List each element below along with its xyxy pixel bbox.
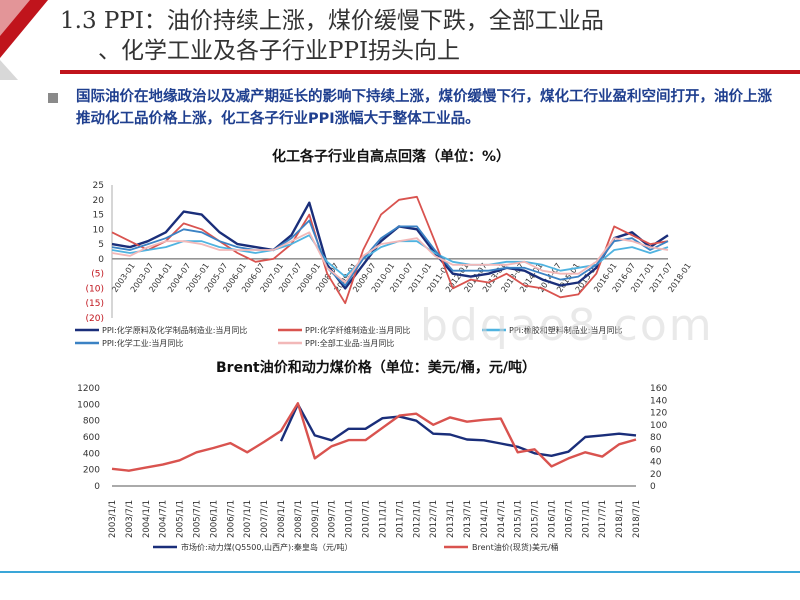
x-tick-label: 2018/1/1: [615, 500, 625, 538]
footer-line: [0, 571, 800, 573]
x-tick-label: 2012/1/1: [412, 500, 422, 538]
x-tick-label: 2014/1/1: [480, 500, 490, 538]
y-left-tick-label: 200: [83, 466, 100, 476]
x-tick-label: 2010/1/1: [345, 500, 355, 538]
x-tick-label: 2015/1/1: [514, 500, 524, 538]
x-tick-label: 2011/7/1: [395, 500, 405, 538]
y-right-tick-label: 40: [650, 458, 662, 468]
x-tick-label: 2006/7/1: [226, 500, 236, 538]
y-tick-label: (20): [86, 314, 104, 324]
legend-label: PPI:化学工业:当月同比: [102, 338, 183, 348]
watermark: bdqao8.com: [420, 300, 714, 351]
y-right-tick-label: 80: [650, 433, 662, 443]
series-line: [111, 219, 669, 287]
y-left-tick-label: 1200: [77, 384, 100, 394]
x-tick-label: 2018/7/1: [632, 500, 642, 538]
x-tick-label: 2013/1/1: [446, 500, 456, 538]
series-line: [111, 195, 669, 305]
x-tick-label: 2008/7/1: [294, 500, 304, 538]
y-tick-label: (10): [86, 284, 104, 294]
y-right-tick-label: 20: [650, 470, 662, 480]
legend-label: PPI:化学原料及化学制品制造业:当月同比: [102, 325, 247, 335]
x-tick-label: 2004/1/1: [142, 500, 152, 538]
x-tick-label: 2005/7/1: [193, 500, 203, 538]
slide-title-line2: 、化学工业及各子行业PPI拐头向上: [98, 38, 461, 64]
series-line: [111, 201, 669, 290]
y-tick-label: 5: [98, 240, 104, 250]
y-tick-label: 25: [93, 181, 104, 191]
y-left-tick-label: 600: [83, 433, 100, 443]
x-tick-label: 2005/1/1: [176, 500, 186, 538]
x-tick-label: 2003/7/1: [125, 500, 135, 538]
legend-label: PPI:化学纤维制造业:当月同比: [305, 325, 410, 335]
x-tick-label: 2003/1/1: [108, 500, 118, 538]
legend-label: Brent油价(现货)美元/桶: [472, 542, 559, 552]
series-line: [111, 402, 637, 472]
slide-description: 国际油价在地缘政治以及减产期延长的影响下持续上涨，煤价缓慢下行，煤化工行业盈利空…: [76, 89, 772, 127]
x-tick-label: 2015/7/1: [531, 500, 541, 538]
y-left-tick-label: 800: [83, 417, 100, 427]
y-right-tick-label: 60: [650, 445, 662, 455]
y-right-tick-label: 140: [650, 396, 667, 406]
chart1-title: 化工各子行业自高点回落（单位：%）: [272, 149, 511, 165]
x-tick-label: 2011/1/1: [378, 500, 388, 538]
series-line: [279, 403, 637, 457]
y-left-tick-label: 1000: [77, 400, 100, 410]
slide-title: 1.3 PPI：油价持续上涨，煤价缓慢下跌，全部工业品 、化学工业及各子行业PP…: [60, 6, 780, 66]
x-tick-label: 2009/1/1: [311, 500, 321, 538]
x-tick-label: 2004/7/1: [159, 500, 169, 538]
legend-label: PPI:橡胶和塑料制品业:当月同比: [509, 325, 622, 335]
x-tick-label: 2016/7/1: [564, 500, 574, 538]
x-tick-label: 2008/1/1: [277, 500, 287, 538]
y-tick-label: (5): [91, 270, 104, 280]
y-right-tick-label: 160: [650, 384, 667, 394]
corner-decoration: [0, 0, 48, 80]
y-tick-label: 0: [98, 255, 104, 265]
legend-label: 市场价:动力煤(Q5500,山西产):秦皇岛（元/吨）: [181, 542, 353, 552]
bullet-square-icon: [48, 93, 58, 103]
slide-title-line1: 1.3 PPI：油价持续上涨，煤价缓慢下跌，全部工业品: [60, 8, 604, 34]
chart2-title: Brent油价和动力煤价格（单位：美元/桶，元/吨）: [216, 360, 536, 376]
chart2-brent-coal: 1200100080060040020001601401201008060402…: [77, 384, 667, 552]
x-tick-label: 2007/7/1: [260, 500, 270, 538]
legend-label: PPI:全部工业品:当月同比: [305, 338, 394, 348]
y-right-tick-label: 0: [650, 482, 656, 492]
title-underline: [60, 70, 800, 74]
series-line: [111, 234, 669, 278]
x-tick-label: 2006/1/1: [209, 500, 219, 538]
y-left-tick-label: 400: [83, 449, 100, 459]
x-tick-label: 2017/1/1: [581, 500, 591, 538]
x-tick-label: 2017/7/1: [598, 500, 608, 538]
x-tick-label: 2013/7/1: [463, 500, 473, 538]
y-tick-label: 20: [93, 196, 105, 206]
y-tick-label: 10: [93, 225, 105, 235]
y-right-tick-label: 120: [650, 409, 667, 419]
x-tick-label: 2016/1/1: [547, 500, 557, 538]
y-left-tick-label: 0: [94, 482, 100, 492]
chart1-ppi: 2520151050(5)(10)(15)(20)2003-012003-072…: [75, 181, 693, 348]
y-tick-label: 15: [93, 211, 104, 221]
x-tick-label: 2010/7/1: [362, 500, 372, 538]
x-tick-label: 2014/7/1: [497, 500, 507, 538]
y-right-tick-label: 100: [650, 421, 667, 431]
series-line: [111, 231, 669, 284]
x-tick-label: 2007/1/1: [243, 500, 253, 538]
y-tick-label: (15): [86, 299, 104, 309]
x-tick-label: 2012/7/1: [429, 500, 439, 538]
x-tick-label: 2009/7/1: [328, 500, 338, 538]
